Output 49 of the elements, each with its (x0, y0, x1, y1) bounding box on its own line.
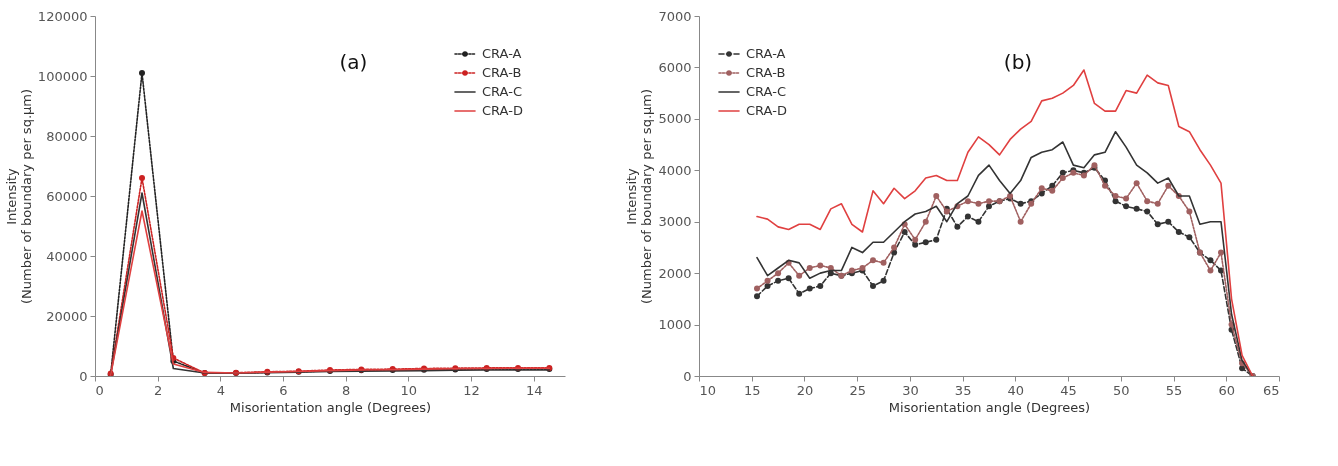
y-tick-label: 40000 (46, 248, 88, 264)
y-tick-label: 60000 (46, 188, 88, 204)
y-tick-label: 3000 (658, 214, 692, 230)
x-axis-title: Misorientation angle (Degrees) (888, 399, 1091, 415)
y-tick-label: 2000 (658, 265, 692, 281)
x-tick-label: 10 (400, 382, 418, 398)
y-tick-label: 80000 (46, 128, 88, 144)
y-tick-label: 4000 (658, 162, 692, 178)
x-tick-label: 30 (902, 382, 919, 398)
x-tick-label: 12 (463, 382, 480, 398)
y-tick-label: 6000 (658, 59, 692, 75)
y-tick-label: 100000 (37, 68, 88, 84)
y-tick-label: 5000 (658, 111, 692, 127)
x-tick-label: 6 (279, 382, 288, 398)
y-tick-label: 0 (79, 368, 88, 384)
x-tick-label: 0 (95, 382, 104, 398)
x-tick-label: 20 (796, 382, 814, 398)
legend-label: CRA-D (746, 103, 787, 118)
legend-label: CRA-C (482, 84, 522, 99)
y-tick-label: 0 (683, 368, 692, 384)
legend-label: CRA-D (482, 103, 523, 118)
x-tick-label: 45 (1060, 382, 1077, 398)
legend-label: CRA-C (746, 84, 786, 99)
legend-label: CRA-B (746, 65, 786, 80)
x-tick-label: 10 (699, 382, 717, 398)
x-tick-label: 40 (1007, 382, 1025, 398)
legend-label: CRA-B (482, 65, 522, 80)
y-tick-label: 7000 (658, 8, 692, 24)
x-tick-label: 2 (154, 382, 163, 398)
annotation: (a) (339, 49, 368, 74)
legend-label: CRA-A (746, 46, 786, 61)
annotation: (b) (1003, 49, 1033, 74)
x-tick-label: 35 (954, 382, 972, 398)
x-axis-title: Misorientation angle (Degrees) (229, 399, 432, 415)
y-axis-title: Intensity (Number of boundary per sq.µm) (3, 88, 34, 305)
x-tick-label: 14 (525, 382, 543, 398)
x-tick-label: 60 (1218, 382, 1236, 398)
y-tick-label: 1000 (658, 317, 692, 333)
y-tick-label: 20000 (46, 308, 88, 324)
x-tick-label: 15 (743, 382, 761, 398)
legend-label: CRA-A (482, 46, 522, 61)
x-tick-label: 25 (849, 382, 866, 398)
x-tick-label: 55 (1165, 382, 1183, 398)
x-tick-label: 8 (342, 382, 351, 398)
y-axis-title: Intensity (Number of boundary per sq.µm) (624, 88, 655, 305)
x-tick-label: 65 (1262, 382, 1280, 398)
x-tick-label: 50 (1113, 382, 1130, 398)
y-tick-label: 120000 (37, 8, 88, 24)
x-tick-label: 4 (216, 382, 225, 398)
